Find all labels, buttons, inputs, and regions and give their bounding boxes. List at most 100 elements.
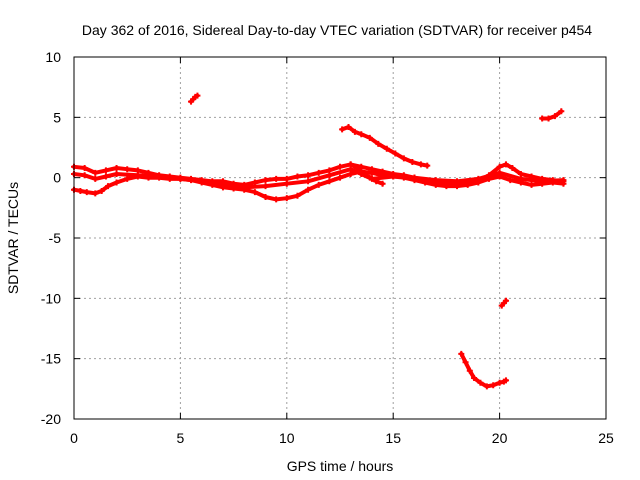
- data-point: [368, 169, 375, 176]
- data-point: [454, 178, 461, 185]
- data-point: [273, 196, 280, 203]
- x-tick-label: 20: [492, 430, 508, 446]
- data-point: [464, 181, 471, 188]
- data-point: [390, 173, 397, 180]
- axes-ticks: 0 5 10 15 20 25 -20 -15 -10 -5 0 5 10: [41, 49, 614, 446]
- data-point: [262, 193, 269, 200]
- series-line: [540, 109, 564, 121]
- data-point: [411, 174, 418, 181]
- data-point: [375, 140, 382, 147]
- data-point: [432, 177, 439, 184]
- data-point: [417, 161, 424, 168]
- data-point: [471, 374, 478, 381]
- grid: [74, 57, 606, 419]
- data-point: [219, 181, 226, 188]
- y-tick-label: 5: [53, 109, 61, 125]
- data-point: [294, 173, 301, 180]
- data-point: [177, 175, 184, 182]
- data-point: [351, 128, 358, 135]
- data-point: [477, 379, 484, 386]
- x-tick-label: 10: [279, 430, 295, 446]
- data-point: [475, 175, 482, 182]
- y-tick-label: -10: [41, 290, 61, 306]
- data-point: [392, 150, 399, 157]
- data-point: [354, 165, 361, 172]
- y-tick-label: -20: [41, 411, 61, 427]
- data-point: [507, 177, 514, 184]
- data-point: [345, 123, 352, 130]
- data-point: [528, 181, 535, 188]
- data-point: [105, 183, 112, 190]
- chart-title: Day 362 of 2016, Sidereal Day-to-day VTE…: [82, 22, 592, 38]
- x-tick-label: 25: [598, 430, 614, 446]
- data-point: [443, 183, 450, 190]
- data-point: [305, 178, 312, 185]
- series-isolated-upper-left: [188, 92, 201, 105]
- x-tick-label: 0: [70, 430, 78, 446]
- data-point: [102, 167, 109, 174]
- x-axis-label: GPS time / hours: [287, 458, 394, 474]
- data-point: [283, 195, 290, 202]
- x-tick-label: 5: [177, 430, 185, 446]
- data-point: [358, 131, 365, 138]
- data-point: [466, 367, 473, 374]
- data-point: [241, 184, 248, 191]
- data-point: [283, 180, 290, 187]
- data-point: [92, 169, 99, 176]
- data-point: [366, 174, 373, 181]
- data-point: [124, 166, 131, 173]
- data-point: [337, 163, 343, 170]
- data-point: [326, 178, 333, 185]
- x-tick-label: 15: [385, 430, 401, 446]
- data-point: [560, 177, 567, 184]
- data-point: [113, 179, 120, 186]
- data-point: [315, 169, 322, 176]
- data-point: [315, 181, 322, 188]
- data-point: [502, 297, 509, 304]
- data-point: [502, 377, 509, 384]
- data-point: [326, 172, 333, 179]
- data-point: [551, 113, 558, 120]
- data-point: [273, 175, 280, 182]
- data-point: [400, 155, 407, 162]
- series-arc-merge: [347, 161, 386, 187]
- data-point: [366, 134, 373, 141]
- data-point: [462, 359, 469, 366]
- y-tick-label: 10: [45, 49, 61, 65]
- data-point: [539, 115, 546, 122]
- data-point: [517, 175, 524, 182]
- data-point: [194, 92, 201, 99]
- data-point: [124, 175, 131, 182]
- y-axis-label: SDTVAR / TECUs: [5, 182, 21, 294]
- data-series: [71, 92, 567, 390]
- data-point: [251, 179, 258, 186]
- data-point: [502, 161, 509, 168]
- data-point: [339, 126, 346, 133]
- data-point: [558, 108, 565, 115]
- data-point: [294, 192, 301, 199]
- data-point: [92, 190, 99, 197]
- data-point: [113, 165, 120, 172]
- y-tick-label: -5: [49, 230, 62, 246]
- data-point: [509, 165, 516, 172]
- data-point: [77, 187, 84, 194]
- data-point: [81, 165, 88, 172]
- data-point: [81, 172, 88, 179]
- data-point: [347, 161, 354, 168]
- data-point: [373, 178, 380, 185]
- data-point: [360, 169, 367, 176]
- data-point: [251, 189, 258, 196]
- data-point: [424, 162, 431, 169]
- data-point: [262, 183, 269, 190]
- data-point: [337, 174, 343, 181]
- data-point: [496, 379, 503, 386]
- data-point: [305, 172, 312, 179]
- data-point: [458, 350, 465, 357]
- series-upper-right: [539, 108, 565, 122]
- data-point: [409, 158, 416, 165]
- series-upper-declining-arc: [339, 123, 431, 169]
- data-point: [92, 175, 99, 182]
- y-tick-label: 0: [53, 170, 61, 186]
- data-point: [102, 173, 109, 180]
